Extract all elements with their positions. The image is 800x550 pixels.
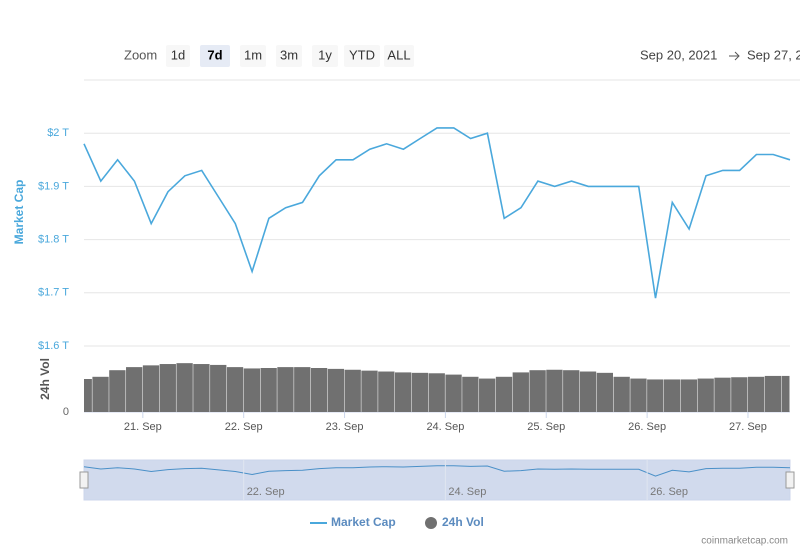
volume-bar (445, 374, 462, 412)
volume-bar (327, 368, 345, 412)
volume-bar (697, 378, 714, 412)
legend-marker[interactable] (425, 517, 437, 529)
volume-bar (344, 369, 361, 412)
zoom-label: Zoom (124, 47, 157, 62)
volume-bar (210, 364, 227, 412)
navigator-tick-label: 22. Sep (247, 486, 285, 498)
zoom-button[interactable] (240, 45, 266, 67)
x-tick-label: 22. Sep (225, 421, 263, 433)
watermark: coinmarketcap.com (701, 536, 788, 547)
navigator-tick-label: 26. Sep (650, 486, 688, 498)
volume-bar (411, 372, 429, 412)
x-tick-label: 24. Sep (426, 421, 464, 433)
zoom-button-label[interactable]: ALL (387, 47, 410, 62)
volume-bar (512, 372, 529, 412)
volume-bar (277, 367, 294, 412)
x-tick-label: 23. Sep (326, 421, 364, 433)
zoom-button-label[interactable]: 7d (207, 47, 222, 62)
zoom-button-label[interactable]: 3m (280, 47, 298, 62)
y-tick-label: $1.7 T (38, 287, 69, 299)
zoom-button[interactable] (200, 45, 230, 67)
volume-bar (647, 379, 664, 412)
y-tick-label: $1.8 T (38, 234, 69, 246)
y2-tick-label: 0 (63, 406, 69, 418)
legend-label[interactable]: Market Cap (331, 515, 396, 529)
navigator-line (83, 465, 791, 477)
volume-bar (84, 379, 92, 412)
volume-bar (294, 367, 311, 412)
navigator-handle[interactable] (79, 471, 89, 489)
volume-bar (546, 369, 563, 412)
navigator-tick-label: 24. Sep (448, 486, 486, 498)
zoom-button-label[interactable]: 1m (244, 47, 262, 62)
zoom-button[interactable] (312, 45, 338, 67)
volume-bar (243, 368, 260, 412)
zoom-button-label[interactable]: YTD (349, 47, 375, 62)
volume-bar (495, 376, 513, 412)
x-tick-label: 26. Sep (628, 421, 666, 433)
y-tick-label: $1.6 T (38, 340, 69, 352)
volume-bar (462, 376, 479, 412)
volume-bar (92, 376, 109, 412)
y-axis-title: Market Cap (12, 180, 26, 245)
volume-bar (479, 378, 496, 412)
volume-bar (781, 375, 790, 412)
volume-bar (613, 376, 630, 412)
range-arrow (729, 51, 740, 61)
y2-axis-title: 24h Vol (38, 358, 52, 400)
volume-bar (260, 368, 277, 412)
zoom-button[interactable] (276, 45, 302, 67)
market-cap-line (83, 127, 791, 299)
volume-bar (109, 370, 126, 412)
legend-label[interactable]: 24h Vol (442, 515, 484, 529)
volume-bar (579, 371, 597, 412)
volume-bar (226, 367, 244, 412)
volume-bar (394, 372, 412, 412)
x-tick-label: 27. Sep (729, 421, 767, 433)
zoom-button[interactable] (166, 45, 190, 67)
volume-bar (310, 368, 328, 412)
volume-bar (596, 372, 613, 412)
y-tick-label: $1.9 T (38, 180, 69, 192)
volume-bar (663, 379, 681, 412)
volume-bar (529, 370, 546, 412)
range-from: Sep 20, 2021 (640, 47, 717, 62)
x-tick-label: 21. Sep (124, 421, 162, 433)
range-to: Sep 27, 2021 (747, 47, 800, 62)
volume-bar (361, 370, 378, 412)
volume-bar (731, 377, 748, 412)
volume-bar (378, 371, 395, 412)
volume-bar (764, 375, 782, 412)
zoom-button[interactable] (344, 45, 380, 67)
volume-bar (747, 376, 765, 412)
volume-bar (714, 377, 731, 412)
volume-bar (428, 373, 445, 412)
volume-bar (680, 379, 698, 412)
volume-bar (142, 365, 160, 412)
navigator-handle[interactable] (785, 471, 795, 489)
volume-bar (176, 363, 193, 412)
x-tick-label: 25. Sep (527, 421, 565, 433)
volume-bar (193, 364, 210, 412)
zoom-button-label[interactable]: 1y (318, 47, 332, 62)
volume-bar (630, 378, 647, 412)
volume-bar (159, 364, 176, 412)
y-tick-label: $2 T (47, 127, 69, 139)
zoom-button[interactable] (384, 45, 414, 67)
volume-bar (563, 370, 580, 412)
zoom-button-label[interactable]: 1d (171, 47, 185, 62)
volume-bar (126, 367, 143, 412)
